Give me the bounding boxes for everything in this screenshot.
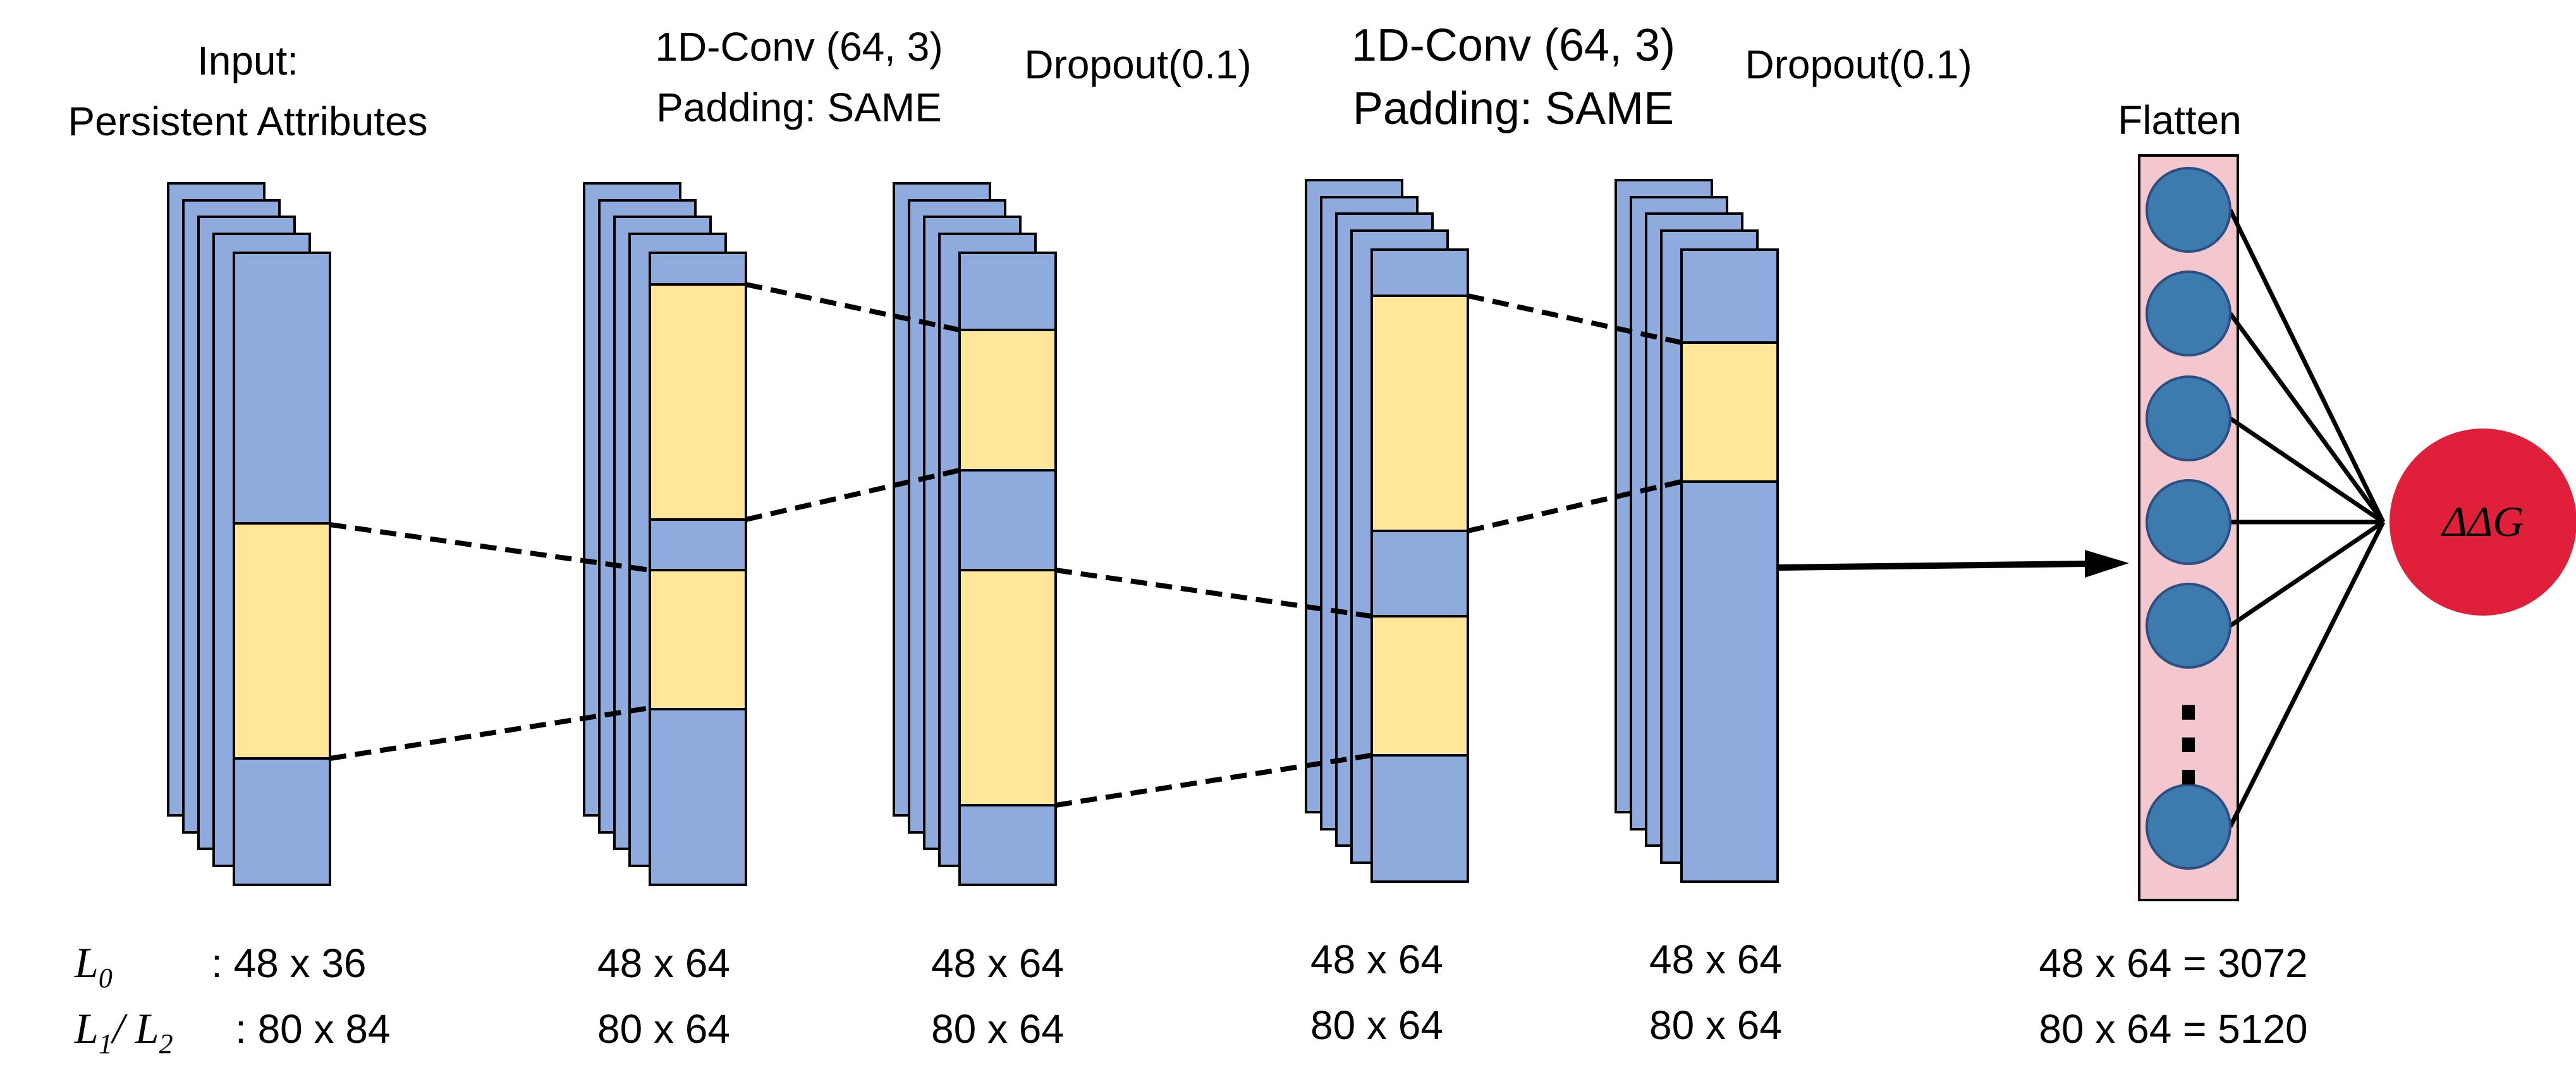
dropout1-kernel-window-bottom <box>958 569 1057 806</box>
conv2-dim-b: 80 x 64 <box>1310 1002 1443 1048</box>
conv2-padding: Padding: SAME <box>1353 83 1674 134</box>
L12-dim-label: L1/ L2 <box>74 1004 173 1059</box>
input-title: Input: <box>197 38 298 83</box>
neuron-ellipsis: ⋮ <box>2141 688 2236 794</box>
L0-dim-value: : 48 x 36 <box>211 940 367 986</box>
L12-dim-value: : 80 x 84 <box>235 1006 391 1052</box>
neuron-2 <box>2146 271 2231 356</box>
dropout2-dim-b: 80 x 64 <box>1649 1002 1782 1048</box>
L0-dim-label: L0 <box>74 939 113 994</box>
flatten-title: Flatten <box>2118 97 2242 143</box>
dropout2-kernel-window <box>1680 341 1779 483</box>
dropout2-feature-map-stack <box>1615 179 1779 883</box>
dropout2-title: Dropout(0.1) <box>1745 42 1972 87</box>
flatten-neurons <box>2146 167 2231 870</box>
conv2-kernel-window-bottom <box>1370 615 1469 757</box>
flatten-dim-a: 48 x 64 = 3072 <box>2039 940 2307 986</box>
neuron-5 <box>2146 583 2231 669</box>
dropout2-dim-a: 48 x 64 <box>1649 937 1782 982</box>
conv1-title: 1D-Conv (64, 3) <box>655 24 943 70</box>
conv1-kernel-window-top <box>649 283 747 521</box>
flatten-arrow <box>1777 550 2129 578</box>
flatten-dim-b: 80 x 64 = 5120 <box>2039 1006 2307 1052</box>
dropout1-title: Dropout(0.1) <box>1024 42 1251 87</box>
conv1-kernel-window-bottom <box>649 569 747 710</box>
conv2-dim-a: 48 x 64 <box>1310 937 1443 982</box>
output-node <box>2390 429 2576 616</box>
dropout1-dim-a: 48 x 64 <box>931 940 1064 986</box>
neuron-1 <box>2146 167 2231 253</box>
input-subtitle: Persistent Attributes <box>68 99 427 144</box>
conv1-dim-b: 80 x 64 <box>597 1006 730 1052</box>
dropout1-dim-b: 80 x 64 <box>931 1006 1064 1052</box>
input-kernel-window <box>233 522 331 760</box>
neuron-4 <box>2146 479 2231 565</box>
output-label: ΔΔG <box>2441 497 2524 545</box>
neuron-3 <box>2146 375 2231 461</box>
dropout1-kernel-window-top <box>958 329 1057 471</box>
conv1-dim-a: 48 x 64 <box>597 940 730 986</box>
conv2-title: 1D-Conv (64, 3) <box>1352 20 1675 71</box>
dense-connection-lines <box>2228 209 2386 828</box>
conv2-kernel-window-top <box>1370 295 1469 532</box>
kernel-connection-lines <box>329 282 1682 808</box>
conv1-padding: Padding: SAME <box>656 85 942 130</box>
neuron-6 <box>2146 784 2231 870</box>
